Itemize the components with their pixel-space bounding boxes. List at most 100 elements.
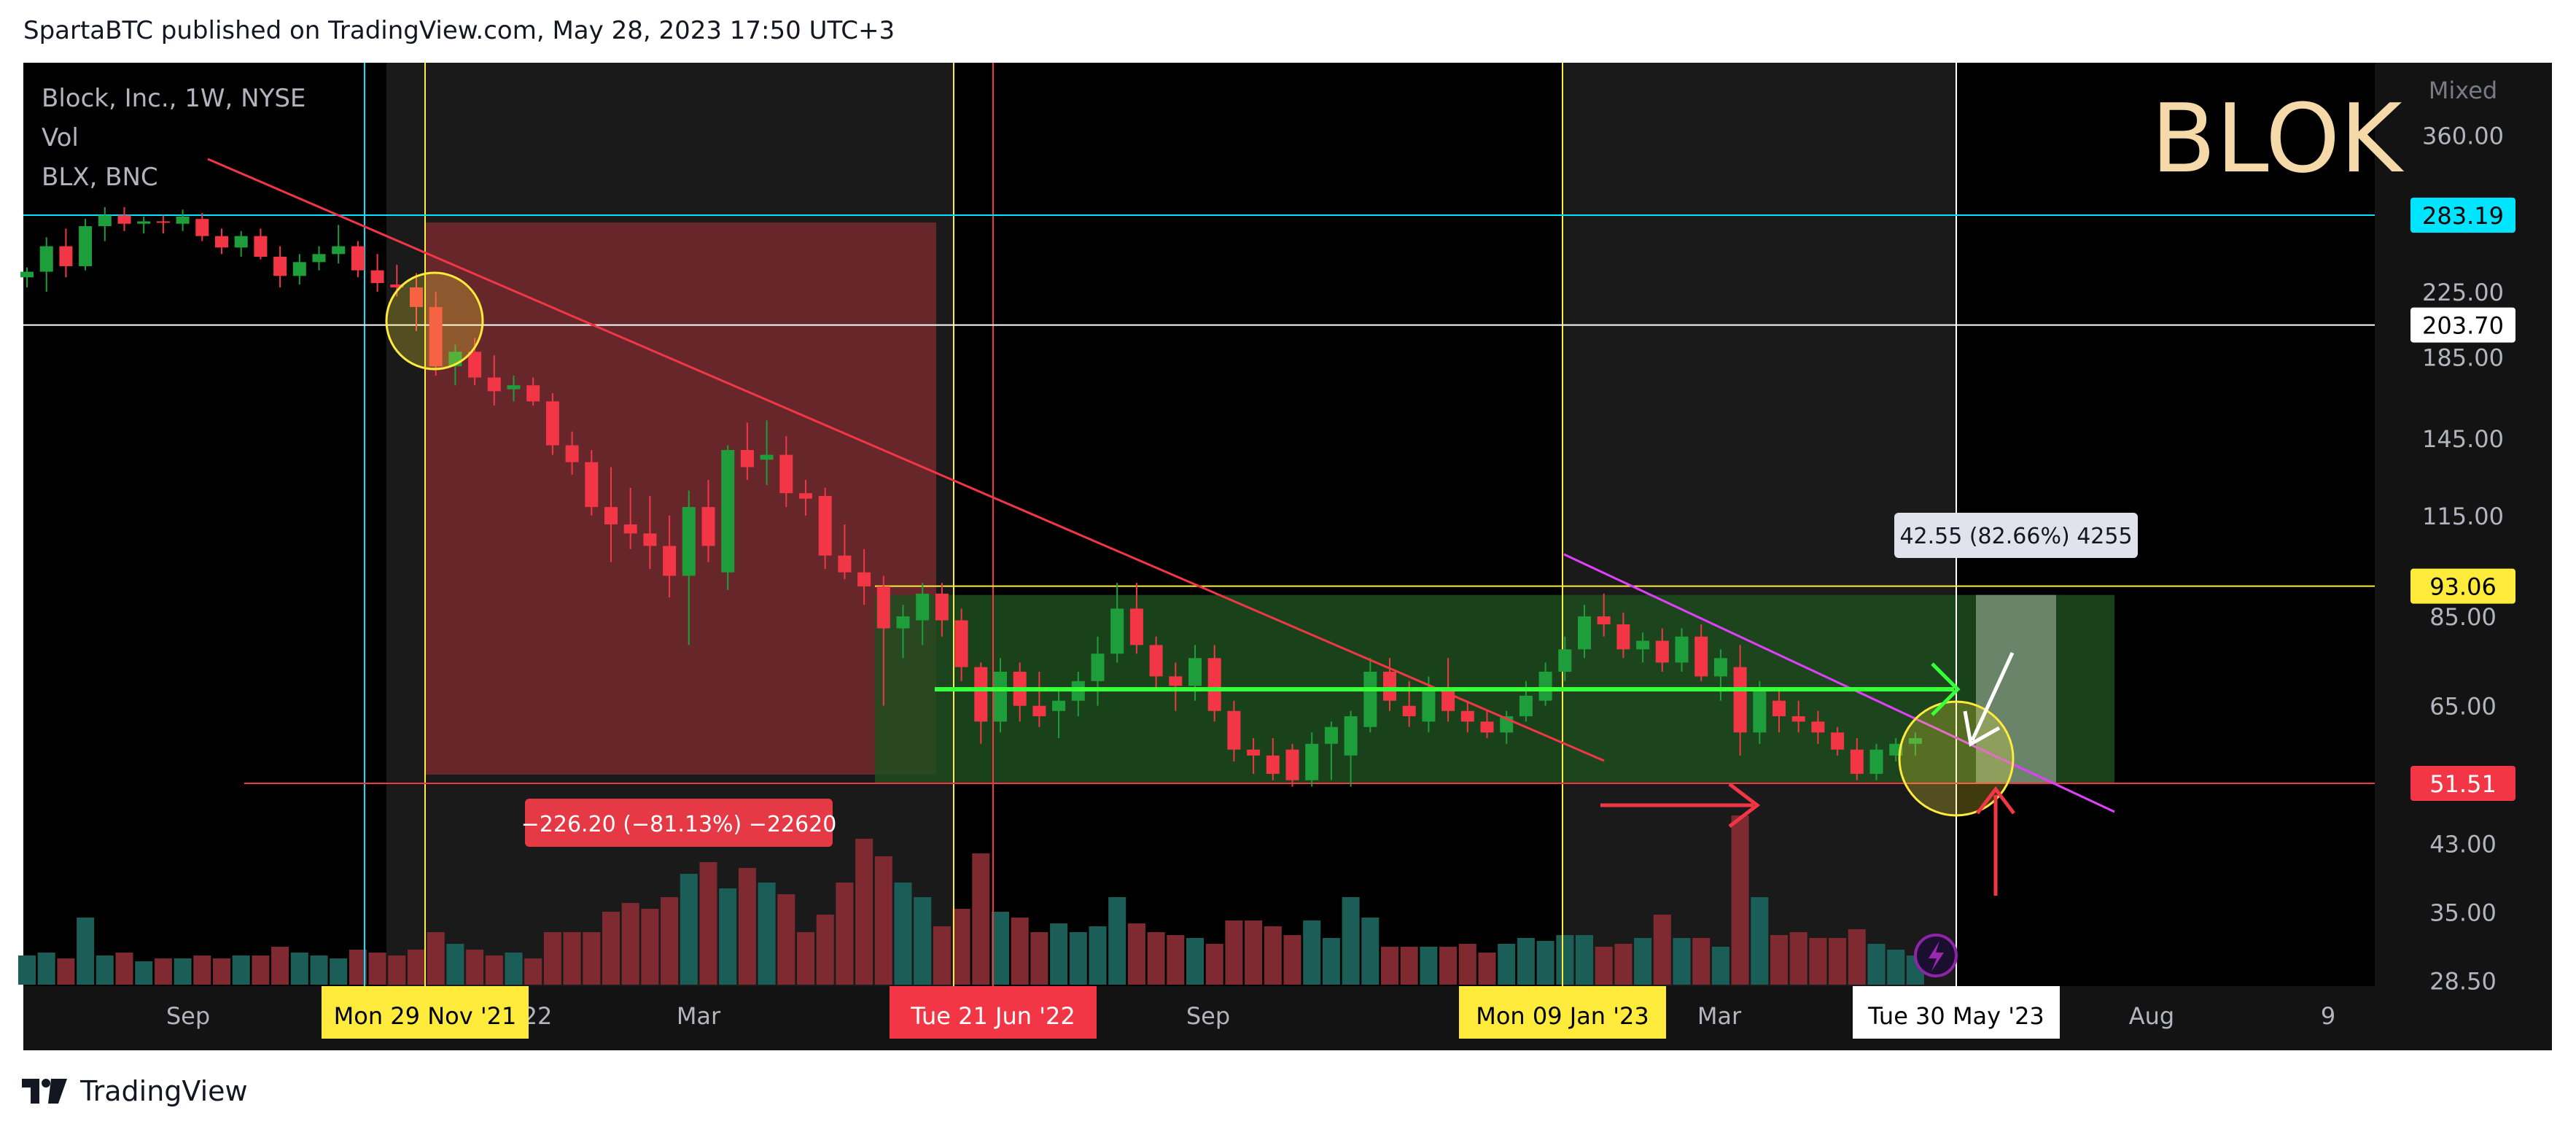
volume-bar	[758, 883, 776, 985]
candle	[1207, 658, 1221, 711]
footer: TradingView	[22, 1072, 248, 1110]
volume-bar	[505, 953, 523, 985]
watermark-blok: BLOK	[2151, 83, 2404, 194]
drop-measure-label: −226.20 (−81.13%) −22620	[521, 812, 837, 837]
candle	[1032, 705, 1046, 716]
candle	[799, 493, 812, 499]
candle	[701, 507, 715, 546]
tradingview-brand[interactable]: TradingView	[80, 1075, 248, 1107]
price-tick: 185.00	[2422, 344, 2504, 372]
candle	[370, 270, 384, 284]
volume-bar	[1186, 938, 1204, 985]
rise-measure-label: 42.55 (82.66%) 4255	[1899, 524, 2132, 549]
volume-bar	[621, 903, 639, 985]
candle	[1324, 726, 1338, 744]
red-arrow-head	[1728, 783, 1761, 828]
volume-bar	[1576, 935, 1593, 985]
white-arrow-head	[1963, 710, 2001, 747]
candle	[1713, 658, 1727, 677]
volume-bar	[1867, 944, 1886, 985]
volume-bar	[1458, 944, 1476, 985]
price-tick: 65.00	[2429, 693, 2497, 721]
candle	[1266, 755, 1280, 774]
volume-bar	[213, 958, 230, 985]
volume-bar	[18, 955, 36, 985]
date-marker-badge	[890, 986, 1097, 1039]
candle	[643, 533, 657, 546]
volume-bar	[232, 955, 250, 985]
candle	[818, 495, 832, 556]
legend-symbol[interactable]: Block, Inc., 1W, NYSE	[42, 84, 306, 113]
candle	[1129, 608, 1143, 646]
volume-bar	[1342, 897, 1360, 985]
volume-bar	[271, 947, 289, 985]
candle	[79, 226, 93, 266]
volume-bar	[661, 897, 679, 985]
candle	[740, 449, 754, 468]
volume-bar	[583, 932, 601, 985]
scale-mode-label[interactable]: Mixed	[2429, 77, 2497, 104]
volume-bar	[1069, 932, 1087, 985]
price-badge-label: 203.70	[2422, 312, 2504, 340]
candle	[1869, 749, 1883, 774]
drop-zone	[426, 222, 936, 775]
candle	[351, 246, 365, 271]
volume-bar	[1556, 935, 1574, 985]
volume-bar	[992, 912, 1009, 985]
candle	[137, 221, 151, 224]
candle	[1636, 640, 1650, 650]
volume-bar	[680, 874, 698, 985]
tradingview-logo-icon[interactable]	[22, 1079, 67, 1104]
volume-bar	[1147, 932, 1165, 985]
highlight-circle	[1898, 700, 2015, 817]
candle	[1383, 671, 1396, 701]
candle	[1169, 676, 1183, 686]
candle	[1460, 710, 1474, 722]
volume-bar	[1381, 947, 1398, 985]
price-tick: 360.00	[2422, 122, 2504, 150]
candle	[526, 385, 540, 402]
volume-bar	[1050, 923, 1068, 985]
volume-bar	[1517, 938, 1535, 985]
volume-bar	[1167, 935, 1185, 985]
legend-compare[interactable]: BLX, BNC	[42, 163, 158, 192]
candle	[565, 445, 579, 462]
candle	[176, 216, 190, 224]
candle	[195, 219, 209, 236]
volume-bar	[193, 955, 211, 985]
date-marker-badge	[1459, 986, 1666, 1039]
legend-volume[interactable]: Vol	[42, 123, 79, 152]
shaded-region	[1563, 63, 1956, 986]
volume-bar	[1225, 920, 1243, 985]
publish-header: SpartaBTC published on TradingView.com, …	[23, 16, 895, 45]
volume-bar	[1711, 947, 1729, 985]
volume-bar	[524, 958, 542, 985]
volume-bar	[933, 926, 951, 985]
date-marker-badge	[322, 986, 529, 1039]
candle	[1694, 636, 1708, 677]
volume-bar	[1809, 938, 1827, 985]
red-up-arrow-head	[1976, 786, 2015, 815]
volume-bar	[1770, 935, 1788, 985]
candle	[117, 215, 131, 224]
time-tick: Aug	[2129, 1002, 2174, 1030]
volume-bar	[1478, 953, 1496, 985]
lightning-icon[interactable]	[1914, 934, 1958, 977]
price-chart[interactable]: 360.00 225.00 185.00 145.00 115.00 85.00 65.00…	[0, 0, 2576, 1059]
volume-bar	[1829, 938, 1847, 985]
volume-bar	[738, 868, 756, 985]
price-badge	[2410, 198, 2515, 233]
volume-bar	[1789, 932, 1808, 985]
candle	[312, 254, 326, 263]
white-arrow	[1970, 651, 2015, 742]
candle	[1305, 743, 1319, 780]
time-tick: Mar	[1697, 1002, 1742, 1030]
volume-bar	[1205, 944, 1223, 985]
volume-bar	[1731, 815, 1749, 985]
volume-bar	[37, 953, 55, 985]
candle	[1753, 691, 1767, 733]
candle	[1578, 616, 1591, 650]
price-tick: 115.00	[2422, 503, 2504, 530]
volume-bar	[1089, 926, 1107, 985]
volume-bar	[563, 932, 581, 985]
